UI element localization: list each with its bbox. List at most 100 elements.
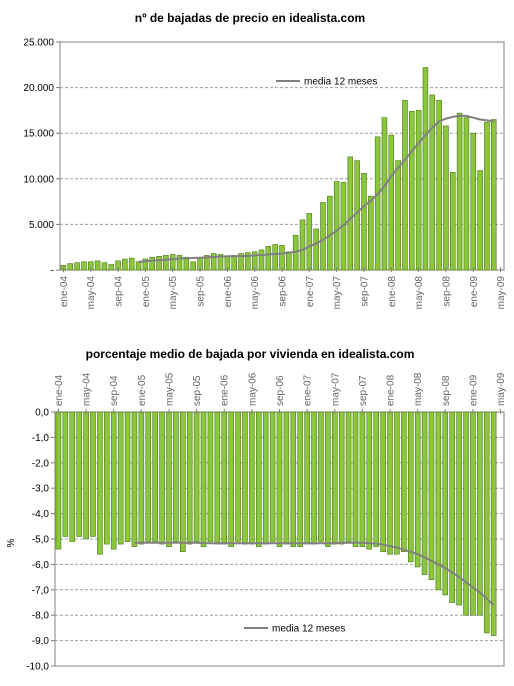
chart2-xtick-label: sep-04 (109, 375, 120, 406)
chart2-bar (145, 411, 152, 542)
chart1-bar (286, 251, 292, 271)
chart2-bar (110, 411, 117, 550)
chart1-bar (128, 257, 135, 271)
chart2-bar (449, 411, 455, 603)
chart2-bar (318, 411, 324, 542)
chart1-bar (368, 195, 374, 271)
chart1-bar (429, 94, 436, 271)
chart1-xtick-label: may-06 (250, 276, 261, 310)
chart2-bar (283, 411, 290, 545)
chart1-bar (258, 249, 265, 271)
chart2-bar (152, 411, 158, 542)
chart1-bar (101, 262, 108, 271)
chart1-bar (135, 261, 142, 271)
chart2-bar (366, 411, 373, 550)
chart1-xtick-label: sep-05 (196, 276, 207, 307)
chart2-bar (69, 411, 76, 542)
chart1-bajadas: - 5.000 10.000 15.000 20.000 25.000 ene-04 may-… (23, 38, 507, 310)
chart2-bar (325, 411, 331, 547)
chart2-ytick-label: -6,0 (32, 560, 50, 571)
chart2-bar (55, 411, 62, 550)
chart2-ytick-label: -8,0 (32, 611, 50, 622)
chart2-porcentaje: 0,0 -1,0 -2,0 -3,0 -4,0 -5,0 -6,0 -7,0 -8,0 -9,0 -… (6, 372, 507, 672)
chart2-bar (242, 411, 248, 545)
chart2-ytick-label: 0,0 (35, 408, 49, 419)
chart1-xtick-label: ene-07 (305, 276, 316, 308)
chart2-bar (477, 411, 483, 616)
chart2-bar (401, 411, 407, 552)
chart2-bar (249, 411, 255, 545)
chart1-bar (210, 253, 217, 271)
chart2-bar (490, 411, 497, 636)
chart2-bar (207, 411, 214, 542)
chart2-bar (359, 411, 366, 547)
chart1-ytick-label: 25.000 (23, 38, 54, 49)
chart2-bar (297, 411, 304, 547)
chart2-bar (394, 411, 400, 555)
chart2-bar (200, 411, 207, 547)
chart1-bar (381, 117, 388, 271)
chart1-bar (422, 67, 429, 271)
chart2-xtick-label: may-06 (247, 372, 258, 406)
chart2-bar (76, 411, 82, 537)
chart1-xtick-label: ene-09 (469, 276, 480, 308)
chart2-bar (463, 411, 469, 616)
chart1-bar (443, 125, 449, 271)
chart2-bar (290, 411, 297, 547)
chart1-xtick-label: may-07 (332, 276, 343, 310)
chart2-bar (180, 411, 186, 552)
chart2-bar (173, 411, 179, 542)
chart2-ytick-label: -1,0 (32, 433, 50, 444)
chart1-bar (245, 252, 251, 271)
chart2-bar (193, 411, 200, 542)
chart2-xtick-label: may-08 (413, 372, 424, 406)
chart1-bar (477, 170, 483, 271)
chart1-xtick-label: sep-06 (278, 276, 289, 307)
chart1-bar (306, 213, 313, 271)
chart2-bar (456, 411, 462, 606)
chart2-bar (421, 411, 428, 575)
chart2-bar (387, 411, 393, 555)
chart1-bar (231, 255, 237, 271)
chart1-bar (402, 100, 408, 271)
chart1-legend-label: media 12 meses (304, 77, 377, 88)
chart2-bar (352, 411, 359, 547)
chart2-title: porcentaje medio de bajada por vivienda … (86, 347, 415, 361)
chart1-bar (484, 121, 490, 271)
chart1-bar (122, 258, 128, 271)
chart1-xtick-label: sep-04 (114, 276, 125, 307)
chart1-ytick-label: 10.000 (23, 174, 54, 185)
chart2-bar (214, 411, 221, 545)
chart1-bar (470, 132, 477, 271)
chart2-bar (331, 411, 338, 545)
chart1-bar (279, 245, 285, 271)
chart2-xtick-label: ene-05 (137, 374, 148, 406)
chart2-bar (221, 411, 228, 545)
chart1-xtick-label: sep-08 (441, 276, 452, 307)
chart1-bar (436, 100, 442, 271)
chart1-bar (94, 260, 101, 271)
chart1-xtick-label: may-04 (86, 276, 97, 310)
chart1-bar (320, 202, 326, 271)
chart1-bar (490, 119, 497, 271)
chart2-bar (276, 411, 283, 547)
chart1-xtick-label: ene-04 (59, 276, 70, 308)
chart1-bar (415, 110, 422, 271)
chart2-xtick-label: ene-04 (54, 374, 65, 406)
chart2-bar (311, 411, 317, 545)
chart2-xtick-label: sep-06 (275, 375, 286, 406)
chart2-xtick-label: sep-05 (192, 375, 203, 406)
chart2-bar (159, 411, 165, 545)
chart2-xtick-label: ene-06 (220, 374, 231, 406)
chart2-bar (269, 411, 276, 542)
chart2-legend-label: media 12 meses (272, 624, 345, 635)
chart2-bar (414, 411, 421, 568)
chart2-bar (380, 411, 386, 552)
chart1-bar (156, 256, 162, 271)
chart2-bar (138, 411, 145, 545)
chart2-moving-average-line (134, 541, 495, 606)
chart2-bar (97, 411, 103, 555)
chart1-title: nº de bajadas de precio en idealista.com (135, 11, 365, 25)
chart1-bar (450, 172, 456, 271)
